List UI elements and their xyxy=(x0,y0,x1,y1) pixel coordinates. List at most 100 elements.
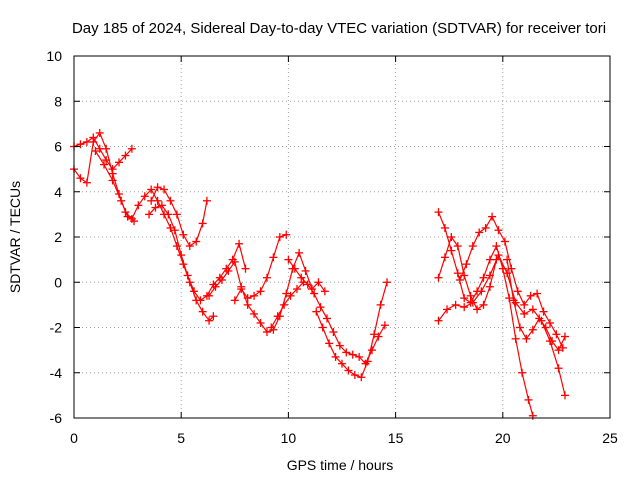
data-point-marker xyxy=(82,137,91,146)
series-track-1 xyxy=(70,128,218,325)
series-trace xyxy=(73,136,133,170)
data-point-marker xyxy=(205,316,214,325)
data-point-marker xyxy=(363,357,372,366)
data-point-marker xyxy=(76,174,85,183)
data-point-marker xyxy=(453,269,462,278)
data-point-marker xyxy=(477,287,486,296)
data-point-marker xyxy=(475,228,484,237)
y-tick-label: -2 xyxy=(50,320,63,336)
data-point-marker xyxy=(292,285,301,294)
data-point-marker xyxy=(211,282,220,291)
data-point-marker xyxy=(262,328,271,337)
data-point-marker xyxy=(301,266,310,275)
series-track-12 xyxy=(434,208,537,420)
data-point-marker xyxy=(205,291,214,300)
y-tick-label: -6 xyxy=(50,410,63,426)
series-trace xyxy=(437,236,497,310)
data-point-marker xyxy=(172,242,181,251)
data-point-marker xyxy=(235,239,244,248)
series-track-6 xyxy=(205,248,329,337)
series-trace xyxy=(270,281,304,328)
data-point-marker xyxy=(554,346,563,355)
data-point-marker xyxy=(329,328,338,337)
data-point-marker xyxy=(198,219,207,228)
data-point-marker xyxy=(451,300,460,309)
data-point-marker xyxy=(230,296,239,305)
data-point-marker xyxy=(250,291,259,300)
data-point-marker xyxy=(434,273,443,282)
data-point-marker xyxy=(440,223,449,232)
data-point-marker xyxy=(524,395,533,404)
data-point-marker xyxy=(511,334,520,343)
data-point-marker xyxy=(368,346,377,355)
data-point-marker xyxy=(290,264,299,273)
data-point-marker xyxy=(100,160,109,169)
y-tick-label: 2 xyxy=(54,229,62,245)
data-point-marker xyxy=(269,253,278,262)
data-point-marker xyxy=(243,300,252,309)
data-point-marker xyxy=(237,285,246,294)
data-point-marker xyxy=(434,316,443,325)
data-point-marker xyxy=(528,305,537,314)
data-point-marker xyxy=(256,287,265,296)
data-point-marker xyxy=(380,321,389,330)
x-tick-label: 0 xyxy=(70,430,78,446)
data-point-marker xyxy=(548,337,557,346)
data-point-marker xyxy=(115,158,124,167)
data-point-marker xyxy=(166,223,175,232)
data-point-marker xyxy=(462,260,471,269)
data-series xyxy=(70,128,569,420)
data-point-marker xyxy=(190,287,199,296)
data-point-marker xyxy=(108,176,117,185)
series-track-3 xyxy=(91,147,139,226)
data-point-marker xyxy=(151,203,160,212)
data-point-marker xyxy=(545,318,554,327)
data-point-marker xyxy=(447,233,456,241)
data-point-marker xyxy=(196,296,205,305)
data-point-marker xyxy=(440,253,449,262)
data-point-marker xyxy=(560,391,569,400)
data-point-marker xyxy=(307,285,316,294)
data-point-marker xyxy=(160,185,169,194)
data-point-marker xyxy=(312,307,321,316)
data-point-marker xyxy=(520,300,529,309)
series-trace xyxy=(150,186,208,247)
data-point-marker xyxy=(198,307,207,316)
data-point-marker xyxy=(541,323,550,332)
data-point-marker xyxy=(443,305,452,314)
x-tick-label: 25 xyxy=(602,430,618,446)
data-point-marker xyxy=(500,237,509,246)
data-point-marker xyxy=(202,196,211,205)
data-point-marker xyxy=(376,300,385,309)
data-point-marker xyxy=(485,255,494,264)
data-point-marker xyxy=(164,210,173,219)
series-track-5 xyxy=(145,201,250,305)
data-point-marker xyxy=(172,210,181,219)
series-trace xyxy=(94,150,135,222)
data-point-marker xyxy=(533,289,542,298)
data-point-marker xyxy=(76,140,85,149)
data-point-marker xyxy=(338,359,346,368)
series-track-4 xyxy=(147,183,211,251)
data-point-marker xyxy=(539,307,548,316)
data-point-marker xyxy=(145,210,154,219)
series-track-8 xyxy=(267,278,308,332)
data-point-marker xyxy=(473,305,482,314)
data-point-marker xyxy=(515,323,524,332)
data-point-marker xyxy=(503,255,512,264)
series-track-15 xyxy=(503,255,569,355)
data-point-marker xyxy=(130,217,139,226)
x-tick-label: 10 xyxy=(281,430,297,446)
series-trace xyxy=(148,204,247,301)
data-point-marker xyxy=(183,271,192,280)
data-point-marker xyxy=(455,275,464,284)
series-trace xyxy=(315,282,388,378)
data-point-marker xyxy=(552,330,561,339)
data-point-marker xyxy=(374,332,383,341)
data-point-marker xyxy=(528,325,537,334)
data-point-marker xyxy=(280,300,289,309)
data-point-marker xyxy=(468,298,477,307)
data-point-marker xyxy=(297,273,306,282)
